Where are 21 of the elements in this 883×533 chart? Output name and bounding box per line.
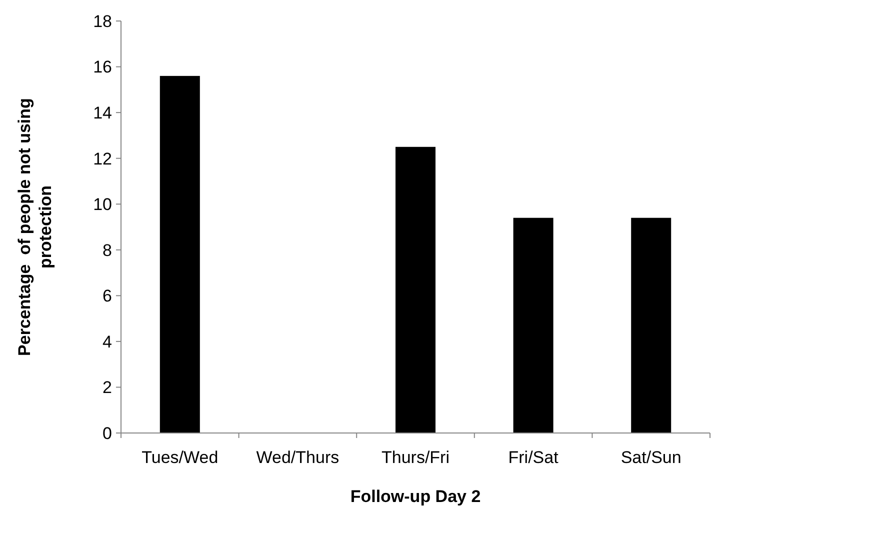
x-tick-label: Sat/Sun (620, 448, 682, 467)
x-tick-label: Tues/Wed (142, 448, 218, 467)
y-tick-label: 0 (102, 424, 112, 443)
y-tick-label: 12 (93, 149, 112, 168)
x-tick-label: Thurs/Fri (382, 448, 450, 467)
y-axis-title: Percentage of people not using protection (15, 98, 55, 356)
x-tick-label: Fri/Sat (508, 448, 559, 467)
bar (513, 218, 554, 433)
x-tick-label: Wed/Thurs (256, 448, 340, 467)
y-tick-label: 18 (93, 12, 112, 31)
y-tick-label: 10 (93, 195, 112, 214)
y-tick-label: 16 (93, 58, 112, 77)
y-tick-label: 14 (93, 104, 112, 123)
y-tick-label: 8 (102, 240, 112, 260)
y-tick-label: 2 (102, 378, 112, 398)
y-tick-label: 4 (102, 332, 112, 352)
bar (160, 76, 200, 433)
bar (396, 146, 436, 433)
x-axis-title: Follow-up Day 2 (350, 487, 481, 506)
bar (631, 218, 672, 433)
y-tick-label: 6 (102, 286, 112, 306)
